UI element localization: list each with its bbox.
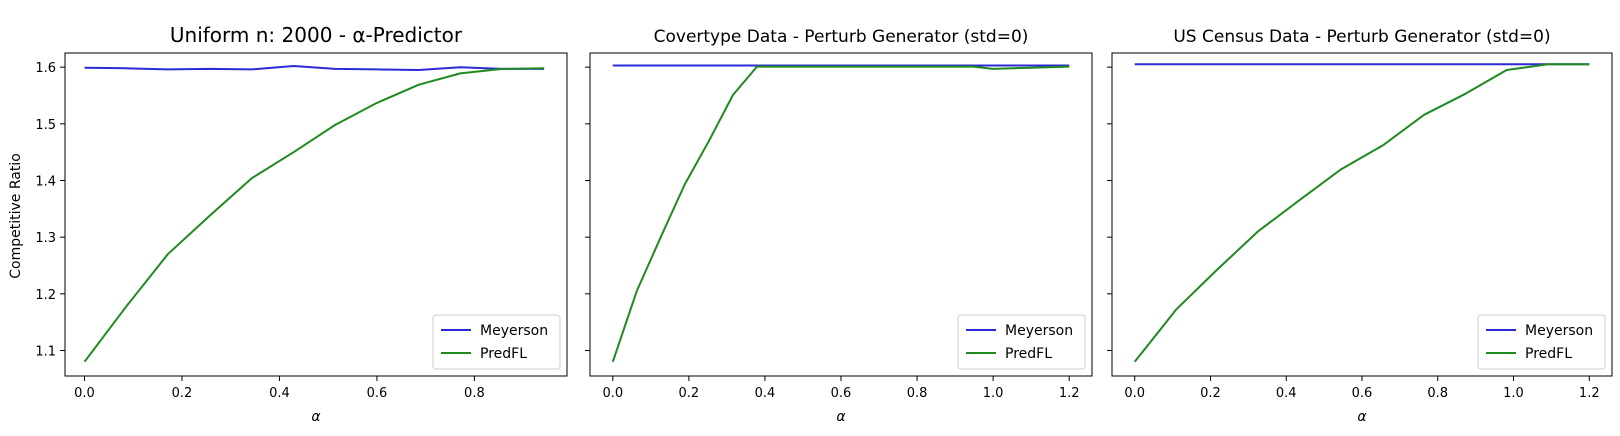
chart-title: Covertype Data - Perturb Generator (std=… — [654, 27, 1029, 47]
chart-1: Uniform n: 2000 - α-Predictor 0.0 0.2 0.4 0.… — [35, 23, 568, 425]
y-tick-label: 1.3 — [35, 231, 56, 246]
x-axis-label: α — [1357, 409, 1367, 425]
y-tick-label: 1.5 — [35, 118, 56, 133]
x-tick-label: 0.8 — [464, 386, 485, 401]
x-tick-label: 0.4 — [1276, 386, 1297, 401]
chart-title: US Census Data - Perturb Generator (std=… — [1173, 27, 1550, 47]
x-tick-label: 1.0 — [1503, 386, 1524, 401]
legend-label: PredFL — [1005, 346, 1052, 362]
x-tick-label: 0.6 — [1352, 386, 1373, 401]
plot-frame — [64, 52, 568, 377]
legend-label: PredFL — [480, 346, 527, 362]
x-tick-label: 0.0 — [602, 386, 623, 401]
x-tick-label: 0.2 — [172, 386, 193, 401]
legend-box — [957, 314, 1086, 370]
x-tick-label: 0.0 — [74, 386, 95, 401]
legend-box — [432, 314, 561, 370]
legend-label: PredFL — [1525, 346, 1572, 362]
x-axis-label: α — [311, 409, 321, 425]
legend-label: Meyerson — [480, 323, 548, 339]
x-tick-label: 1.0 — [983, 386, 1004, 401]
series-line-predfl — [1133, 63, 1590, 363]
x-tick-label: 1.2 — [1059, 386, 1080, 401]
x-tick-label: 0.2 — [679, 386, 700, 401]
y-tick-label: 1.1 — [35, 345, 56, 360]
x-tick-label: 0.8 — [1427, 386, 1448, 401]
x-tick-label: 0.8 — [907, 386, 928, 401]
legend-label: Meyerson — [1005, 323, 1073, 339]
y-tick-label: 1.6 — [35, 61, 56, 76]
chart-2: Covertype Data - Perturb Generator (std=… — [585, 27, 1093, 425]
series-line-meyerson — [84, 65, 545, 71]
legend-label: Meyerson — [1525, 323, 1593, 339]
legend-box — [1477, 314, 1606, 370]
x-axis-label: α — [836, 409, 846, 425]
y-tick-label: 1.2 — [35, 288, 56, 303]
y-tick-label: 1.4 — [35, 175, 56, 190]
x-tick-label: 0.4 — [755, 386, 776, 401]
y-axis-label: Competitive Ratio — [8, 153, 24, 279]
chart-title: Uniform n: 2000 - α-Predictor — [170, 23, 463, 47]
x-tick-label: 0.2 — [1200, 386, 1221, 401]
x-tick-label: 0.4 — [269, 386, 290, 401]
chart-3: US Census Data - Perturb Generator (std=… — [1107, 27, 1613, 425]
x-tick-label: 0.6 — [831, 386, 852, 401]
x-tick-label: 0.6 — [367, 386, 388, 401]
x-tick-label: 0.0 — [1124, 386, 1145, 401]
series-line-predfl — [611, 65, 1070, 363]
series-line-predfl — [83, 67, 545, 363]
x-tick-label: 1.2 — [1579, 386, 1600, 401]
